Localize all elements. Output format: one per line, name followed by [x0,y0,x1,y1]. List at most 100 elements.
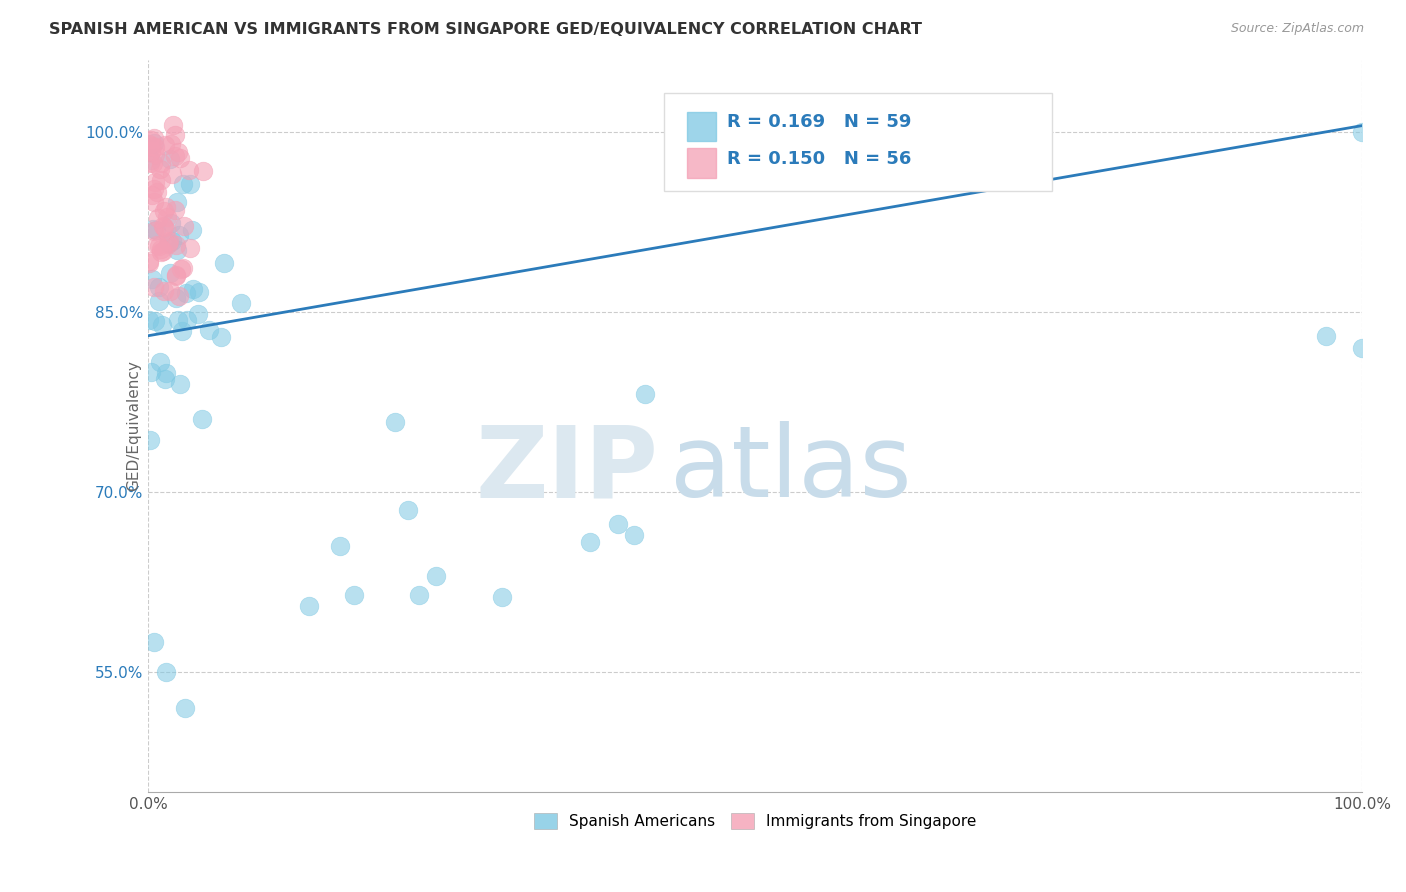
Text: Source: ZipAtlas.com: Source: ZipAtlas.com [1230,22,1364,36]
Point [159,284,181,298]
Text: R = 0.169   N = 59: R = 0.169 N = 59 [727,113,911,131]
Point [165,268,187,283]
Point [187,307,209,321]
Point [172,324,194,338]
Point [165,203,187,218]
Point [172,260,194,275]
Point [1351,125,1374,139]
Point [139,366,162,380]
Point [138,137,160,152]
Point [191,164,214,178]
Point [141,144,163,158]
Point [143,146,166,161]
Point [163,128,186,143]
Point [159,152,181,166]
Text: SPANISH AMERICAN VS IMMIGRANTS FROM SINGAPORE GED/EQUIVALENCY CORRELATION CHART: SPANISH AMERICAN VS IMMIGRANTS FROM SING… [49,22,922,37]
Point [634,387,657,401]
Point [170,262,193,277]
Point [1315,328,1337,343]
FancyBboxPatch shape [688,148,716,178]
Point [179,178,201,192]
Point [139,153,162,168]
Point [142,194,165,209]
Point [145,140,167,154]
Point [148,279,170,293]
Point [138,253,160,268]
Point [181,282,204,296]
Point [491,590,513,604]
Point [179,241,201,255]
Point [163,149,186,163]
Point [149,242,172,256]
Point [165,268,187,282]
Point [165,237,187,252]
Point [167,289,190,303]
Point [150,244,173,259]
Point [153,220,176,235]
Point [162,167,184,181]
Point [143,175,166,189]
Point [142,131,165,145]
Point [156,237,179,252]
FancyBboxPatch shape [688,112,716,141]
Point [160,234,183,248]
Point [343,588,366,602]
Point [157,235,180,250]
Point [153,204,176,219]
Point [1351,341,1374,355]
Point [298,599,321,613]
Point [148,294,170,309]
Point [142,156,165,170]
Point [155,371,177,385]
Point [606,517,628,532]
Point [153,138,176,153]
Point [188,285,211,299]
Point [146,185,169,199]
Point [155,665,177,679]
Point [169,151,191,165]
Point [162,118,184,132]
Point [142,221,165,235]
Point [176,313,198,327]
Point [159,216,181,230]
Point [384,415,406,429]
Point [149,155,172,169]
Point [141,133,163,147]
Point [150,173,173,187]
Point [425,569,447,583]
Point [142,223,165,237]
Point [408,588,430,602]
Point [160,136,183,151]
Text: atlas: atlas [671,421,911,518]
Point [149,354,172,368]
Legend: Spanish Americans, Immigrants from Singapore: Spanish Americans, Immigrants from Singa… [527,807,983,836]
Point [152,219,174,233]
Point [153,284,176,298]
Point [149,161,172,176]
Point [231,296,253,310]
Point [155,366,177,380]
Point [146,238,169,252]
Point [136,145,159,159]
Point [142,182,165,196]
FancyBboxPatch shape [664,93,1053,192]
Text: ZIP: ZIP [475,421,658,518]
Point [138,313,160,327]
Point [180,223,202,237]
Point [145,223,167,237]
Point [146,211,169,225]
Y-axis label: GED/Equivalency: GED/Equivalency [127,360,141,491]
Point [150,318,173,333]
Point [579,535,602,549]
Point [169,377,191,392]
Point [148,239,170,253]
Point [396,503,419,517]
Point [152,244,174,258]
Point [165,291,187,305]
Point [623,528,645,542]
Point [138,433,160,447]
Point [173,219,195,233]
Point [157,234,180,248]
Point [177,162,200,177]
Point [173,701,195,715]
